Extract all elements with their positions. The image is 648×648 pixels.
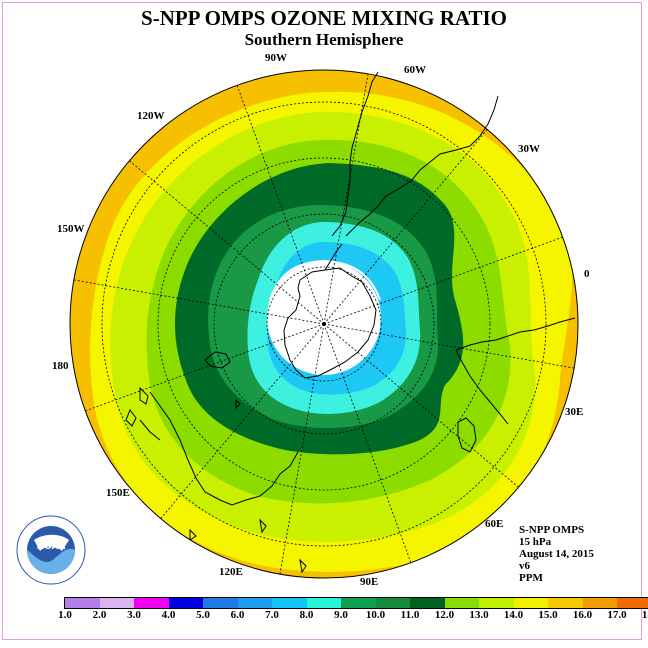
colorbar-tick-label: 1.0 [58, 609, 72, 621]
colorbar-swatch [134, 598, 169, 608]
lon-label-60e: 60E [485, 518, 504, 530]
south-america-coast [331, 71, 499, 237]
colorbar-tick-label: 2.0 [92, 609, 107, 621]
colorbar-tick-label: 11.0 [400, 609, 420, 621]
colorbar-tick-label: 14.0 [503, 609, 524, 621]
islands-east [189, 398, 307, 574]
info-date: August 14, 2015 [519, 548, 594, 560]
colorbar-swatch [548, 598, 583, 608]
colorbar-swatch [617, 598, 648, 608]
colorbar-swatch [375, 598, 410, 608]
colorbar-tick-label: 15.0 [538, 609, 558, 621]
info-units: PPM [519, 572, 543, 584]
lon-label-150w: 150W [57, 223, 85, 235]
colorbar-tick-label: 3.0 [127, 609, 141, 621]
antarctic-peninsula [324, 243, 343, 271]
colorbar-swatch [203, 598, 238, 608]
colorbar-swatch [582, 598, 617, 608]
lon-label-150e: 150E [106, 487, 130, 499]
colorbar-swatch [341, 598, 376, 608]
colorbar-swatch [168, 598, 203, 608]
colorbar-tick-label: 7.0 [265, 609, 279, 621]
colorbar-tick-label: 8.0 [299, 609, 314, 621]
colorbar-swatch [99, 598, 134, 608]
colorbar-swatch [65, 598, 100, 608]
colorbar-tick-label: 10.0 [365, 609, 386, 621]
australia-coast [139, 391, 299, 506]
madagascar [457, 417, 477, 453]
africa-coast [455, 317, 576, 425]
colorbar-tick-label: 13.0 [469, 609, 489, 621]
colorbar-swatch [444, 598, 479, 608]
coastlines [125, 71, 576, 574]
lon-label-120w: 120W [137, 110, 165, 122]
lon-label-60w: 60W [404, 64, 426, 76]
colorbar-swatch [306, 598, 341, 608]
colorbar-tick-label: 17.0 [607, 609, 627, 621]
lon-label-30w: 30W [518, 143, 540, 155]
latitude-circle [266, 266, 382, 382]
colorbar-tick-label: 16.0 [572, 609, 593, 621]
colorbar-swatch [479, 598, 514, 608]
colorbar-tick-label: 18.0 [641, 609, 648, 621]
page-frame [2, 2, 642, 640]
noaa-logo-icon: NOAA [16, 515, 86, 585]
antarctica-coast [283, 267, 377, 379]
lon-label-90w: 90W [265, 52, 287, 64]
info-version: v6 [519, 560, 530, 572]
colorbar-swatch [410, 598, 445, 608]
lon-label-30e: 30E [565, 406, 584, 418]
colorbar-tick-label: 5.0 [196, 609, 210, 621]
lon-label-0: 0 [584, 268, 590, 280]
colorbar-tick-label: 4.0 [161, 609, 176, 621]
latitude-circle [157, 157, 491, 491]
latitude-circle [101, 101, 547, 547]
map-boundary [69, 69, 579, 579]
colorbar-swatch [513, 598, 548, 608]
map-title: S-NPP OMPS OZONE MIXING RATIO [141, 6, 507, 30]
map-subtitle: Southern Hemisphere [244, 30, 404, 49]
colorbar-tick-label: 12.0 [434, 609, 455, 621]
info-pressure: 15 hPa [519, 536, 552, 548]
lon-label-120e: 120E [219, 566, 243, 578]
ring-white-edge [269, 259, 381, 301]
lon-label-90e: 90E [360, 576, 379, 588]
colorbar [64, 597, 648, 609]
colorbar-tick-label: 9.0 [334, 609, 348, 621]
tasmania [204, 351, 231, 369]
lon-label-180: 180 [52, 360, 69, 372]
new-zealand [125, 386, 149, 427]
latitude-circle [213, 213, 435, 435]
graticule [73, 73, 575, 575]
colorbar-swatch [237, 598, 272, 608]
colorbar-tick-label: 6.0 [230, 609, 245, 621]
info-instrument: S-NPP OMPS [519, 524, 585, 536]
south-pole-marker [322, 322, 326, 326]
colorbar-swatch [272, 598, 307, 608]
product-info: S-NPP OMPS 15 hPa August 14, 2015 v6 PPM [519, 524, 594, 584]
logo-text: NOAA [37, 542, 66, 552]
